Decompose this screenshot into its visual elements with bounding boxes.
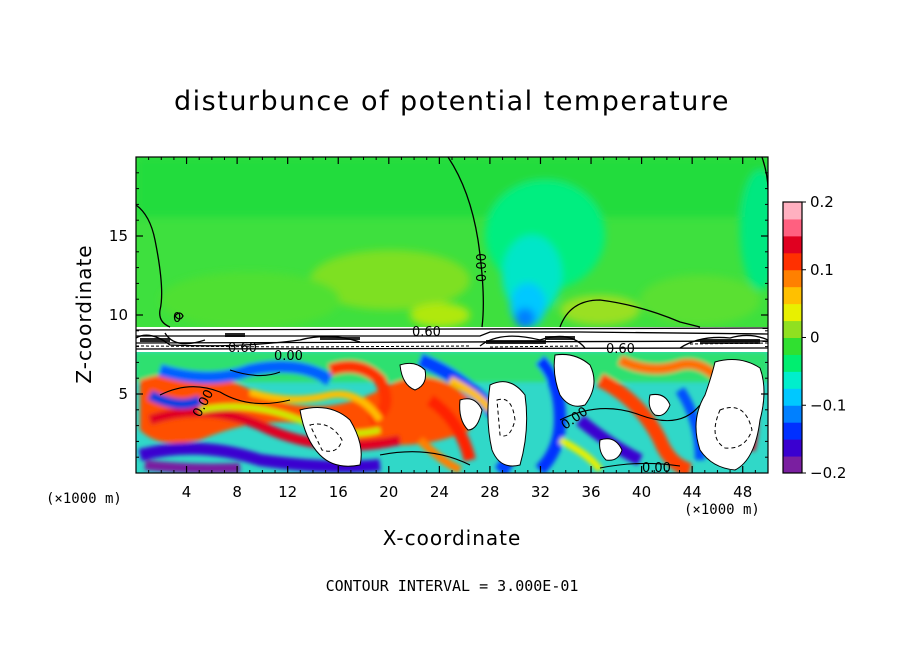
colorbar-swatch-10 (783, 286, 802, 305)
contour-label-4: 0.00 (274, 349, 303, 364)
y-tick-label-0: 5 (118, 385, 128, 403)
contour-annotation: 0 (173, 311, 181, 326)
colorbar-tick-label-4: −0.2 (810, 464, 846, 482)
colorbar-swatch-8 (783, 320, 802, 338)
colorbar-tick-label-2: 0 (810, 329, 820, 347)
contour-interval-note: CONTOUR INTERVAL = 3.000E-01 (325, 577, 579, 595)
y-axis-label: Z-coordinate (72, 244, 96, 384)
x-axis: 4 8 12 16 20 24 28 32 36 40 44 48 (148, 157, 756, 501)
colorbar-tick-label-1: 0.1 (810, 261, 834, 279)
colorbar-swatch-3 (783, 405, 802, 423)
colorbar-swatch-12 (783, 252, 802, 271)
lower-field (136, 352, 768, 473)
colorbar-swatch-9 (783, 303, 802, 322)
x-tick-label-11: 48 (733, 483, 752, 501)
x-tick-label-9: 40 (632, 483, 651, 501)
colorbar-swatch-14 (783, 218, 802, 237)
x-axis-label: X-coordinate (0, 526, 904, 550)
colorbar-swatch-11 (783, 269, 802, 288)
colorbar-tick-label-3: −0.1 (810, 396, 846, 414)
chart-title: disturbunce of potential temperature (174, 86, 730, 117)
x-unit-right: (×1000 m) (684, 502, 760, 518)
colorbar-swatch-13 (783, 235, 802, 254)
colorbar-swatch-2 (783, 422, 802, 440)
contour-label-1: 0.00 (475, 253, 490, 282)
contour-label-3: 0.60 (228, 341, 257, 356)
x-tick-label-3: 16 (329, 483, 348, 501)
contour-label-8: 0.00 (642, 461, 671, 476)
x-tick-label-5: 24 (430, 483, 449, 501)
colorbar-tick-label-0: 0.2 (810, 193, 834, 211)
contour-label-group: 0.00 0.60 0.60 0.00 0.60 0.00 0.00 0.00 … (173, 253, 671, 476)
colorbar-swatch-6 (783, 354, 802, 372)
x-tick-label-1: 8 (232, 483, 242, 501)
x-tick-label-8: 36 (581, 483, 600, 501)
colorbar-swatch-1 (783, 439, 802, 457)
x-tick-label-4: 20 (379, 483, 398, 501)
colorbar-swatch-15 (783, 202, 802, 220)
x-axis-label-text: X-coordinate (382, 526, 522, 550)
colorbar-swatch-4 (783, 388, 802, 406)
contour-label-2: 0.60 (412, 325, 441, 340)
x-tick-label-10: 44 (683, 483, 702, 501)
y-tick-label-1: 10 (109, 306, 128, 324)
upper-field (136, 157, 768, 328)
y-tick-label-2: 15 (109, 227, 128, 245)
contour-label-5: 0.60 (606, 342, 635, 357)
x-unit-left: (×1000 m) (46, 491, 122, 507)
inversion-band (136, 327, 768, 352)
y-axis: 5 10 15 (109, 172, 768, 458)
x-tick-label-0: 4 (182, 483, 192, 501)
colorbar-swatch-7 (783, 337, 802, 355)
x-tick-label-7: 32 (531, 483, 550, 501)
colorbar: 0.2 0.1 0 −0.1 −0.2 (782, 193, 846, 482)
colorbar-swatch-0 (783, 456, 802, 474)
x-tick-label-2: 12 (278, 483, 297, 501)
colorbar-swatch-5 (783, 371, 802, 389)
x-tick-label-6: 28 (480, 483, 499, 501)
